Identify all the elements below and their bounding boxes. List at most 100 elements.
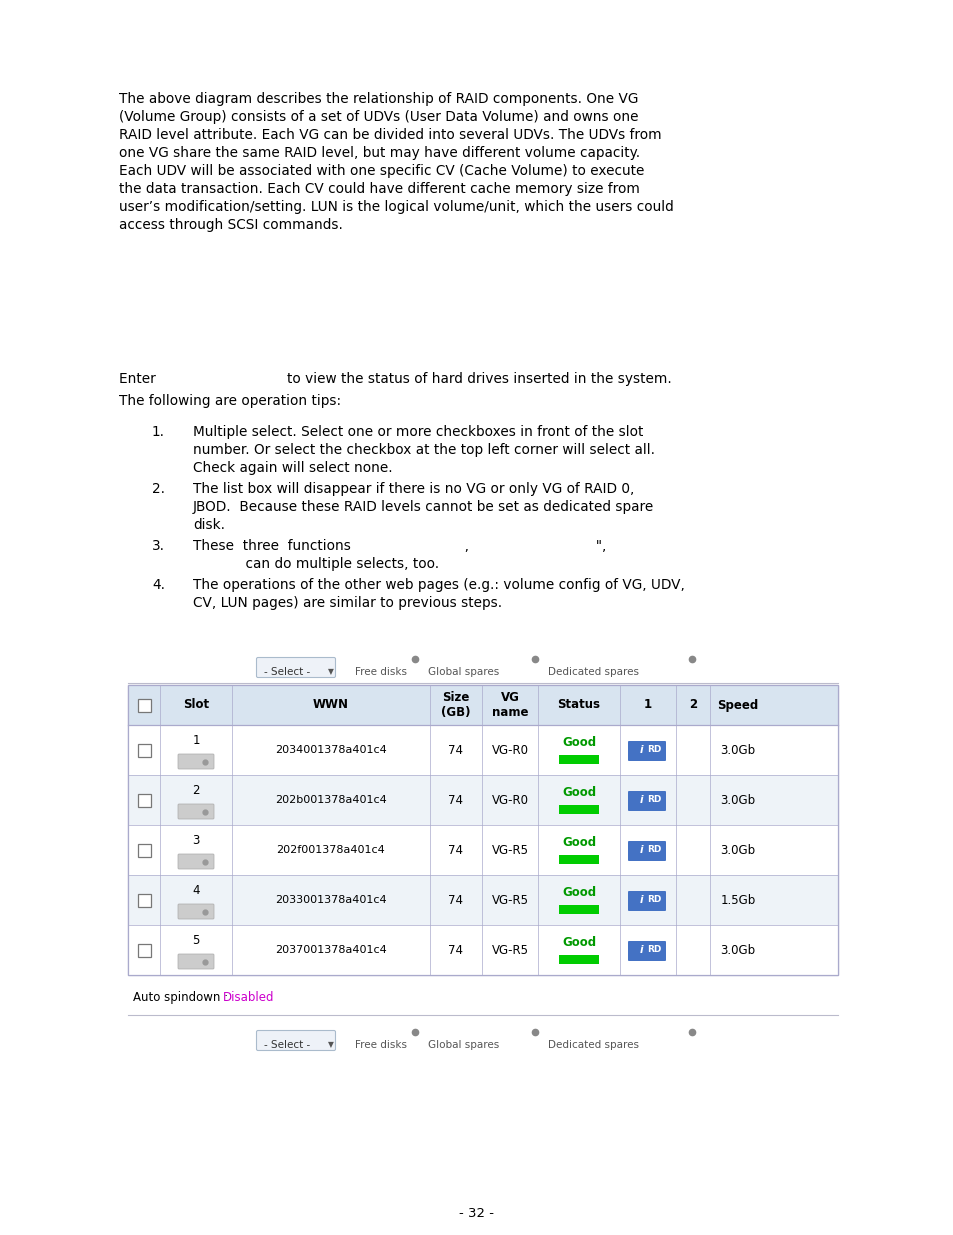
Text: Slot: Slot [183, 699, 209, 711]
Text: - Select -: - Select - [264, 667, 310, 677]
Text: JBOD.  Because these RAID levels cannot be set as dedicated spare: JBOD. Because these RAID levels cannot b… [193, 500, 654, 514]
Bar [138, 844, 151, 857]
FancyBboxPatch shape [256, 1030, 335, 1051]
FancyBboxPatch shape [627, 890, 665, 911]
Bar [138, 794, 151, 806]
Text: RD: RD [646, 795, 660, 804]
Text: 2: 2 [688, 699, 697, 711]
Text: Multiple select. Select one or more checkboxes in front of the slot: Multiple select. Select one or more chec… [193, 425, 642, 438]
Text: Dedicated spares: Dedicated spares [547, 1040, 639, 1050]
Text: i: i [639, 945, 642, 955]
Text: disk.: disk. [193, 517, 225, 532]
Text: user’s modification/setting. LUN is the logical volume/unit, which the users cou: user’s modification/setting. LUN is the … [119, 200, 673, 214]
Text: can do multiple selects, too.: can do multiple selects, too. [193, 557, 438, 571]
FancyBboxPatch shape [178, 904, 213, 919]
Text: The list box will disappear if there is no VG or only VG of RAID 0,: The list box will disappear if there is … [193, 482, 634, 496]
Bar [138, 944, 151, 957]
Text: i: i [639, 845, 642, 855]
Text: access through SCSI commands.: access through SCSI commands. [119, 219, 342, 232]
Bar [128, 925, 837, 974]
Text: - 32 -: - 32 - [459, 1207, 494, 1220]
Text: VG-R0: VG-R0 [491, 743, 528, 757]
Bar [128, 725, 837, 776]
Text: 3.0Gb: 3.0Gb [720, 844, 755, 857]
Text: VG-R5: VG-R5 [491, 893, 528, 906]
Bar [558, 755, 598, 764]
Text: Free disks: Free disks [355, 667, 407, 677]
Bar [558, 855, 598, 864]
Bar [138, 894, 151, 906]
Text: These  three  functions                          ,                             ": These three functions , " [193, 538, 606, 553]
Text: RD: RD [646, 946, 660, 955]
Text: Good: Good [561, 785, 596, 799]
Text: (Volume Group) consists of a set of UDVs (User Data Volume) and owns one: (Volume Group) consists of a set of UDVs… [119, 110, 638, 124]
Text: ▼: ▼ [328, 667, 334, 676]
Text: i: i [639, 745, 642, 755]
Text: 3.: 3. [152, 538, 165, 553]
Text: Global spares: Global spares [428, 1040, 498, 1050]
Text: 202f001378a401c4: 202f001378a401c4 [276, 845, 385, 855]
Text: 3.0Gb: 3.0Gb [720, 944, 755, 956]
Text: RD: RD [646, 846, 660, 855]
Text: 3.0Gb: 3.0Gb [720, 794, 755, 806]
Text: 74: 74 [448, 844, 463, 857]
Text: one VG share the same RAID level, but may have different volume capacity.: one VG share the same RAID level, but ma… [119, 146, 639, 161]
Text: RD: RD [646, 746, 660, 755]
Bar [558, 955, 598, 965]
Bar [128, 825, 837, 876]
Text: ▼: ▼ [328, 1040, 334, 1049]
Text: 1: 1 [643, 699, 652, 711]
Text: Auto spindown :: Auto spindown : [132, 990, 232, 1004]
Text: 74: 74 [448, 794, 463, 806]
FancyBboxPatch shape [178, 853, 213, 869]
FancyBboxPatch shape [256, 657, 335, 678]
FancyBboxPatch shape [627, 741, 665, 761]
Text: 2034001378a401c4: 2034001378a401c4 [274, 745, 387, 755]
Text: 4.: 4. [152, 578, 165, 592]
Text: 2.: 2. [152, 482, 165, 496]
Text: Global spares: Global spares [428, 667, 498, 677]
Bar [128, 776, 837, 825]
Text: Good: Good [561, 736, 596, 748]
Text: 74: 74 [448, 944, 463, 956]
Text: 1.5Gb: 1.5Gb [720, 893, 755, 906]
Text: VG-R5: VG-R5 [491, 844, 528, 857]
Text: Good: Good [561, 836, 596, 848]
Text: 1: 1 [193, 734, 199, 746]
Bar [558, 905, 598, 914]
Text: Good: Good [561, 935, 596, 948]
Text: number. Or select the checkbox at the top left corner will select all.: number. Or select the checkbox at the to… [193, 443, 655, 457]
Text: Size
(GB): Size (GB) [441, 692, 470, 719]
Text: RD: RD [646, 895, 660, 904]
Text: VG
name: VG name [491, 692, 528, 719]
Text: 5: 5 [193, 934, 199, 946]
Text: 3: 3 [193, 834, 199, 846]
Text: 4: 4 [193, 883, 199, 897]
Text: CV, LUN pages) are similar to previous steps.: CV, LUN pages) are similar to previous s… [193, 597, 501, 610]
Bar [128, 685, 837, 974]
Text: WWN: WWN [313, 699, 349, 711]
FancyBboxPatch shape [178, 755, 213, 769]
Text: VG-R0: VG-R0 [491, 794, 528, 806]
Text: 74: 74 [448, 893, 463, 906]
Text: Status: Status [557, 699, 599, 711]
Text: The operations of the other web pages (e.g.: volume config of VG, UDV,: The operations of the other web pages (e… [193, 578, 684, 592]
Text: VG-R5: VG-R5 [491, 944, 528, 956]
Text: Disabled: Disabled [223, 990, 274, 1004]
Text: 2033001378a401c4: 2033001378a401c4 [274, 895, 386, 905]
Text: The above diagram describes the relationship of RAID components. One VG: The above diagram describes the relation… [119, 91, 638, 106]
Text: 1.: 1. [152, 425, 165, 438]
Bar [128, 685, 837, 725]
FancyBboxPatch shape [178, 804, 213, 819]
Text: 74: 74 [448, 743, 463, 757]
Bar [128, 876, 837, 925]
Text: Free disks: Free disks [355, 1040, 407, 1050]
FancyBboxPatch shape [627, 790, 665, 811]
Text: Dedicated spares: Dedicated spares [547, 667, 639, 677]
Text: The following are operation tips:: The following are operation tips: [119, 394, 341, 408]
Text: Speed: Speed [717, 699, 758, 711]
Text: Each UDV will be associated with one specific CV (Cache Volume) to execute: Each UDV will be associated with one spe… [119, 164, 643, 178]
FancyBboxPatch shape [627, 841, 665, 861]
FancyBboxPatch shape [178, 953, 213, 969]
Text: Check again will select none.: Check again will select none. [193, 461, 393, 475]
